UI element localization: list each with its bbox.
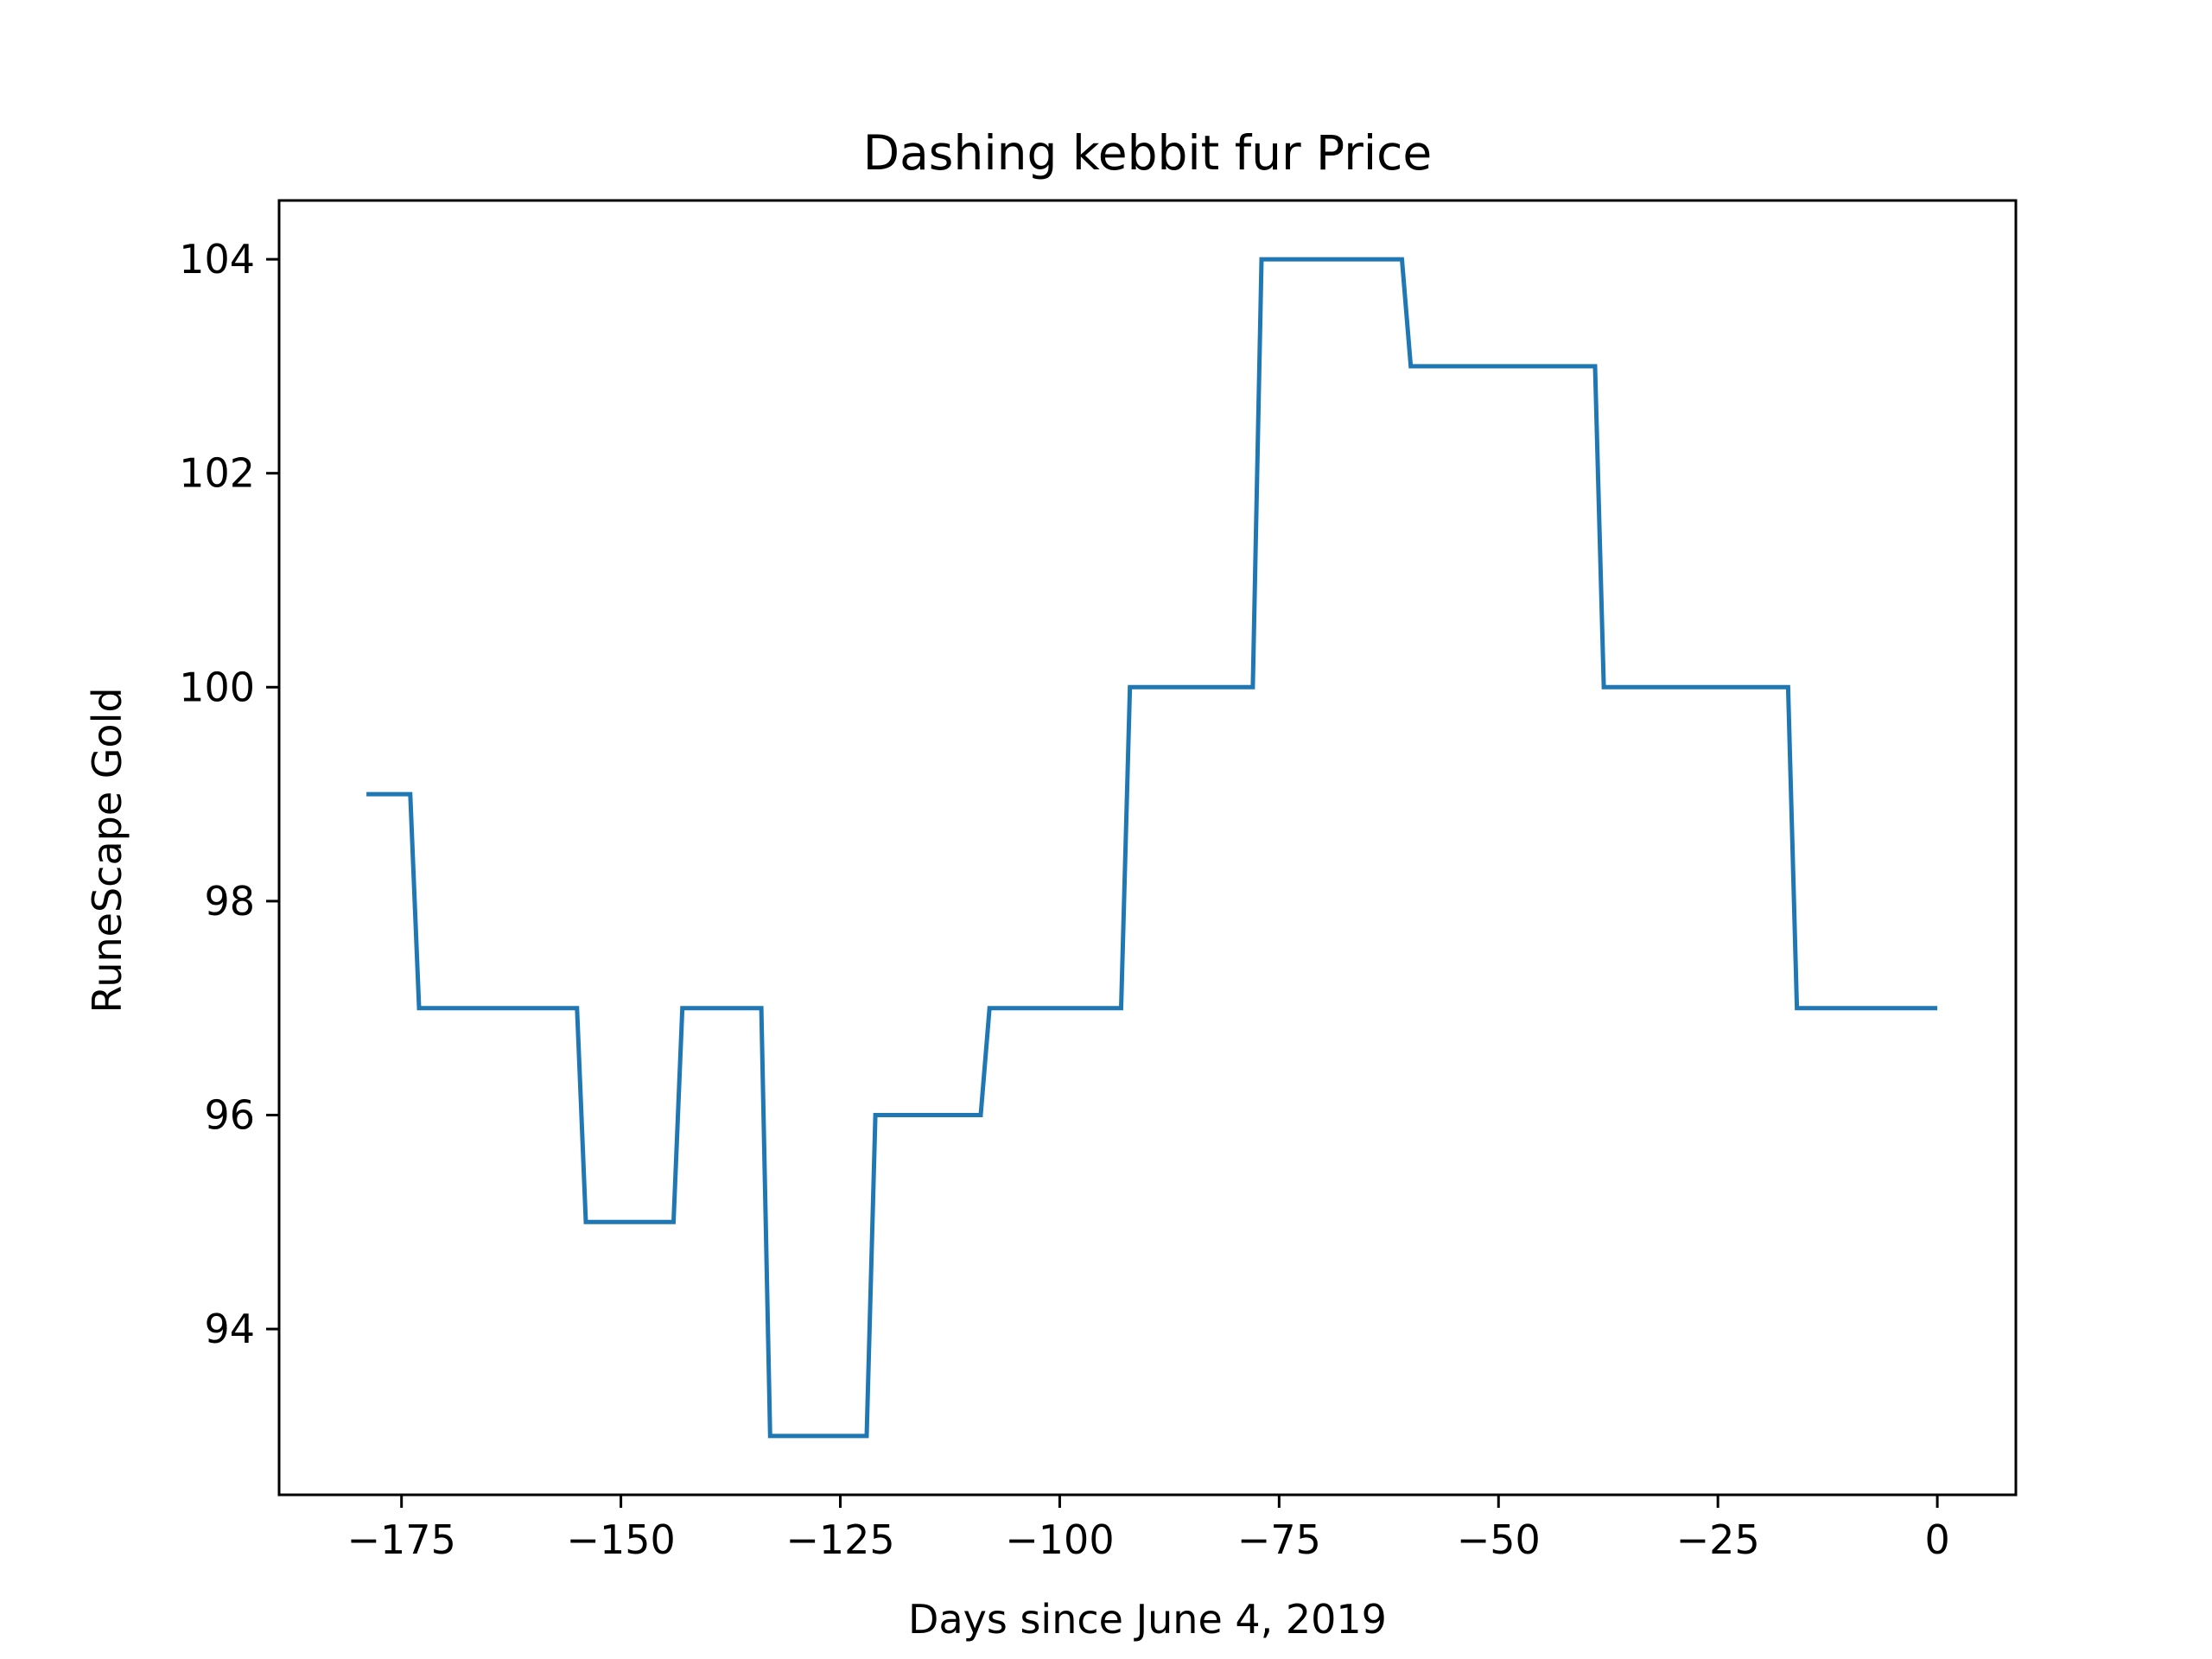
y-axis-ticks: 94 96 98 100 102 104 (179, 236, 279, 1352)
x-tick-label: −150 (566, 1516, 675, 1563)
x-tick-label: −25 (1676, 1516, 1760, 1563)
y-tick-label: 104 (179, 236, 255, 283)
x-tick-label: −125 (785, 1516, 894, 1563)
x-axis-label: Days since June 4, 2019 (908, 1596, 1387, 1643)
y-tick-label: 100 (179, 664, 255, 710)
x-tick-label: −50 (1457, 1516, 1541, 1563)
y-tick-label: 98 (204, 878, 255, 925)
price-series-line (366, 257, 1938, 1439)
y-tick-label: 94 (204, 1306, 255, 1352)
x-tick-label: −100 (1005, 1516, 1114, 1563)
chart-title: Dashing kebbit fur Price (863, 125, 1432, 181)
x-tick-label: 0 (1924, 1516, 1949, 1563)
plot-area (366, 257, 1938, 1439)
y-tick-label: 102 (179, 450, 255, 497)
y-tick-label: 96 (204, 1092, 255, 1139)
plot-frame (277, 199, 2018, 1497)
x-tick-label: −175 (347, 1516, 456, 1563)
y-axis-label: RuneScape Gold (84, 687, 130, 1013)
x-axis-ticks: −175 −150 −125 −100 −75 −50 −25 0 (347, 1495, 1950, 1563)
x-tick-label: −75 (1237, 1516, 1321, 1563)
